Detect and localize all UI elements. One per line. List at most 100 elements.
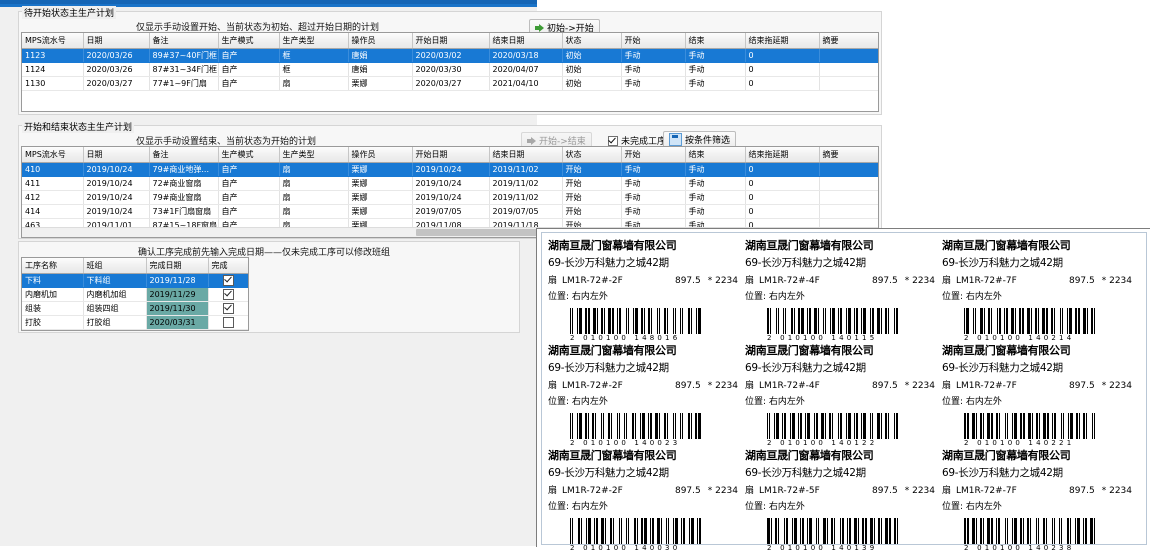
pending-start-col-10[interactable]: 结束 [685, 33, 746, 49]
started-ended-cell[interactable]: 412 [22, 190, 84, 205]
started-ended-col-3[interactable]: 生产模式 [218, 147, 280, 163]
started-ended-cell[interactable] [819, 176, 878, 191]
started-ended-cell[interactable]: 0 [745, 162, 820, 177]
started-ended-cell[interactable]: 2019/11/02 [489, 190, 563, 205]
started-ended-cell[interactable]: 2019/10/24 [412, 190, 490, 205]
process-date-cell[interactable]: 2019/11/30 [146, 301, 209, 316]
pending-start-cell[interactable]: 手动 [685, 62, 746, 77]
started-ended-col-0[interactable]: MPS流水号 [22, 147, 84, 163]
pending-start-cell[interactable]: 手动 [621, 48, 686, 63]
print-label[interactable]: 湖南亘晟门窗幕墙有限公司 69-长沙万科魅力之城42期扇 LM1R-72#-7F 89… [942, 342, 1132, 447]
pending-start-cell[interactable]: 77#1~9F门扇 [149, 76, 219, 91]
started-ended-cell[interactable] [819, 190, 878, 205]
print-label[interactable]: 湖南亘晟门窗幕墙有限公司 69-长沙万科魅力之城42期扇 LM1R-72#-7F 89… [942, 447, 1132, 552]
started-ended-col-8[interactable]: 状态 [562, 147, 622, 163]
pending-start-cell[interactable]: 1123 [22, 48, 84, 63]
started-ended-cell[interactable]: 2019/07/05 [412, 204, 490, 219]
checkbox-icon[interactable] [222, 275, 234, 286]
pending-start-col-9[interactable]: 开始 [621, 33, 686, 49]
table-row[interactable]: 内磨机加 内磨机加组 2019/11/29 [22, 287, 248, 302]
pending-start-col-6[interactable]: 开始日期 [412, 33, 490, 49]
process-date-cell[interactable]: 2019/11/29 [146, 287, 209, 302]
pending-start-cell[interactable]: 2020/03/30 [412, 62, 490, 77]
pending-start-cell[interactable]: 栗娜 [348, 76, 413, 91]
pending-start-col-8[interactable]: 状态 [562, 33, 622, 49]
started-ended-cell[interactable]: 0 [745, 176, 820, 191]
started-ended-cell[interactable]: 410 [22, 162, 84, 177]
table-row[interactable]: 410 2019/10/24 79#商业地弹... 自产扇栗娜 2019/10/24 20… [22, 162, 878, 177]
started-ended-col-10[interactable]: 结束 [685, 147, 746, 163]
pending-start-cell[interactable]: 2020/03/26 [83, 48, 150, 63]
pending-start-cell[interactable]: 2020/03/27 [83, 76, 150, 91]
process-team-cell[interactable]: 内磨机加组 [83, 287, 147, 302]
pending-start-col-3[interactable]: 生产模式 [218, 33, 280, 49]
started-ended-cell[interactable]: 自产 [218, 176, 280, 191]
pending-start-cell[interactable] [819, 48, 878, 63]
started-ended-col-5[interactable]: 操作员 [348, 147, 413, 163]
print-label[interactable]: 湖南亘晟门窗幕墙有限公司 69-长沙万科魅力之城42期扇 LM1R-72#-2F 89… [548, 237, 738, 342]
pending-start-cell[interactable]: 2020/03/18 [489, 48, 563, 63]
process-team-cell[interactable]: 打胶组 [83, 315, 147, 330]
started-ended-cell[interactable]: 栗娜 [348, 190, 413, 205]
pending-start-cell[interactable]: 手动 [685, 48, 746, 63]
print-label[interactable]: 湖南亘晟门窗幕墙有限公司 69-长沙万科魅力之城42期扇 LM1R-72#-7F 89… [942, 237, 1132, 342]
started-ended-col-12[interactable]: 摘要 [819, 147, 878, 163]
label-print-preview[interactable]: 湖南亘晟门窗幕墙有限公司 69-长沙万科魅力之城42期扇 LM1R-72#-2F 89… [536, 228, 1150, 552]
started-ended-cell[interactable]: 扇 [279, 176, 349, 191]
print-label[interactable]: 湖南亘晟门窗幕墙有限公司 69-长沙万科魅力之城42期扇 LM1R-72#-2F 89… [548, 342, 738, 447]
started-ended-col-9[interactable]: 开始 [621, 147, 686, 163]
print-label[interactable]: 湖南亘晟门窗幕墙有限公司 69-长沙万科魅力之城42期扇 LM1R-72#-5F 89… [745, 447, 935, 552]
started-ended-grid[interactable]: MPS流水号 日期 备注 生产模式 生产类型 操作员 开始日期 结束日期 状态 开始 结束 结束拖延期… [21, 146, 879, 238]
scrollbar-thumb[interactable] [416, 229, 606, 236]
pending-start-cell[interactable]: 初始 [562, 48, 622, 63]
started-ended-cell[interactable]: 自产 [218, 190, 280, 205]
started-ended-cell[interactable]: 栗娜 [348, 176, 413, 191]
process-col-1[interactable]: 班组 [83, 258, 147, 274]
started-ended-cell[interactable]: 手动 [621, 190, 686, 205]
pending-start-cell[interactable]: 自产 [218, 62, 280, 77]
process-col-0[interactable]: 工序名称 [22, 258, 84, 274]
process-name-cell[interactable]: 内磨机加 [22, 287, 84, 302]
started-ended-col-7[interactable]: 结束日期 [489, 147, 563, 163]
pending-start-cell[interactable]: 手动 [621, 76, 686, 91]
pending-start-cell[interactable]: 0 [745, 62, 820, 77]
table-row[interactable]: 组装 组装四组 2019/11/30 [22, 301, 248, 316]
started-ended-cell[interactable]: 扇 [279, 204, 349, 219]
table-row[interactable]: 打胶 打胶组 2020/03/31 [22, 315, 248, 330]
pending-start-col-7[interactable]: 结束日期 [489, 33, 563, 49]
started-ended-cell[interactable]: 手动 [621, 162, 686, 177]
pending-start-cell[interactable]: 唐娟 [348, 48, 413, 63]
pending-start-cell[interactable]: 唐娟 [348, 62, 413, 77]
pending-start-cell[interactable]: 1124 [22, 62, 84, 77]
pending-start-cell[interactable]: 1130 [22, 76, 84, 91]
horizontal-scrollbar[interactable] [22, 227, 878, 237]
started-ended-cell[interactable]: 2019/10/24 [412, 162, 490, 177]
started-ended-cell[interactable]: 0 [745, 190, 820, 205]
pending-start-cell[interactable]: 2020/03/26 [83, 62, 150, 77]
started-ended-col-2[interactable]: 备注 [149, 147, 219, 163]
started-ended-cell[interactable]: 73#1F门扇窗扇 [149, 204, 219, 219]
started-ended-cell[interactable]: 2019/11/02 [489, 162, 563, 177]
process-name-cell[interactable]: 下料 [22, 273, 84, 288]
pending-start-grid[interactable]: MPS流水号 日期 备注 生产模式 生产类型 操作员 开始日期 结束日期 状态 开始 结束 结束拖延期… [21, 32, 879, 112]
started-ended-cell[interactable]: 79#商业窗扇 [149, 190, 219, 205]
pending-start-cell[interactable]: 2021/04/10 [489, 76, 563, 91]
pending-start-cell[interactable]: 扇 [279, 76, 349, 91]
checkbox-icon[interactable] [222, 303, 234, 314]
started-ended-cell[interactable]: 开始 [562, 162, 622, 177]
pending-start-col-11[interactable]: 结束拖延期 [745, 33, 820, 49]
pending-start-col-1[interactable]: 日期 [83, 33, 150, 49]
started-ended-cell[interactable]: 2019/10/24 [83, 176, 150, 191]
started-ended-cell[interactable]: 栗娜 [348, 162, 413, 177]
started-ended-cell[interactable] [819, 204, 878, 219]
table-row[interactable]: 1130 2020/03/27 77#1~9F门扇 自产扇栗娜 2020/03/27 20… [22, 76, 878, 91]
process-name-cell[interactable]: 组装 [22, 301, 84, 316]
process-date-cell[interactable]: 2019/11/28 [146, 273, 209, 288]
started-ended-col-11[interactable]: 结束拖延期 [745, 147, 820, 163]
checkbox-icon[interactable] [222, 317, 234, 328]
table-row[interactable]: 414 2019/10/24 73#1F门扇窗扇 自产扇栗娜 2019/07/05 201… [22, 204, 878, 219]
process-done-cell[interactable] [208, 315, 248, 330]
started-ended-cell[interactable]: 0 [745, 204, 820, 219]
started-ended-cell[interactable]: 手动 [685, 190, 746, 205]
started-ended-cell[interactable]: 开始 [562, 190, 622, 205]
